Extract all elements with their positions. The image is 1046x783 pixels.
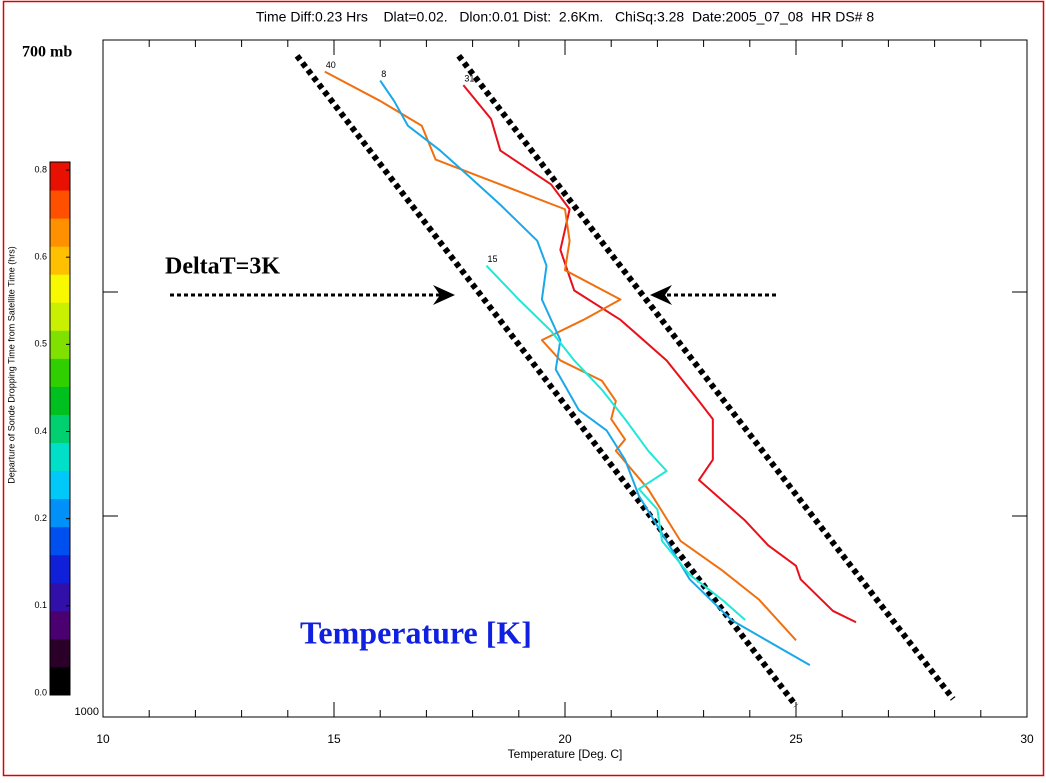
colorbar-band	[50, 639, 70, 668]
annotation: Temperature [K]	[300, 614, 532, 650]
frame	[4, 2, 1044, 776]
x-tick-label: 10	[96, 732, 110, 746]
colorbar-band	[50, 218, 70, 247]
colorbar-band	[50, 527, 70, 556]
colorbar-tick-label: 0.0	[34, 687, 47, 697]
colorbar-band	[50, 358, 70, 387]
series-line	[380, 81, 810, 665]
x-tick-label: 20	[558, 732, 572, 746]
colorbar-band	[50, 386, 70, 415]
colorbar-tick-label: 0.6	[34, 252, 47, 262]
arrow	[170, 285, 455, 305]
colorbar-band	[50, 274, 70, 303]
colorbar-label: Departure of Sonde Dropping Time from Sa…	[6, 246, 16, 484]
series-label: 31	[464, 74, 474, 84]
chart-title: Time Diff:0.23 Hrs Dlat=0.02. Dlon:0.01 …	[256, 9, 874, 25]
colorbar-band	[50, 611, 70, 640]
colorbar-band	[50, 246, 70, 275]
chart: Time Diff:0.23 Hrs Dlat=0.02. Dlon:0.01 …	[0, 0, 1046, 778]
colorbar-band	[50, 583, 70, 612]
colorbar-tick-label: 0.4	[34, 426, 47, 436]
reference-line	[297, 56, 796, 706]
y-tick-label: 1000	[75, 706, 99, 718]
series-label: 8	[381, 69, 386, 79]
colorbar-band	[50, 190, 70, 219]
series-line	[486, 266, 745, 620]
colorbar-tick-label: 0.8	[34, 164, 47, 174]
colorbar-band	[50, 499, 70, 528]
annotation: DeltaT=3K	[165, 254, 280, 280]
colorbar-tick-label: 0.1	[34, 600, 47, 610]
colorbar-band	[50, 667, 70, 696]
page: {"chart_data": {"type": "line", "title":…	[0, 0, 1046, 783]
series-line	[325, 72, 796, 641]
x-tick-label: 30	[1020, 732, 1034, 746]
arrow	[650, 285, 776, 305]
colorbar-tick-label: 0.2	[34, 513, 47, 523]
colorbar-band	[50, 443, 70, 472]
x-axis-label: Temperature [Deg. C]	[508, 747, 623, 761]
colorbar-band	[50, 471, 70, 500]
reference-line	[459, 56, 953, 699]
colorbar-band	[50, 302, 70, 331]
colorbar-tick-label: 0.5	[34, 339, 47, 349]
colorbar-band	[50, 414, 70, 443]
colorbar-band	[50, 162, 70, 191]
y-tick-label: 700 mb	[22, 44, 72, 61]
series-label: 40	[326, 60, 336, 70]
x-tick-label: 15	[327, 732, 341, 746]
x-tick-label: 25	[789, 732, 803, 746]
series-label: 15	[487, 254, 497, 264]
colorbar-band	[50, 555, 70, 584]
